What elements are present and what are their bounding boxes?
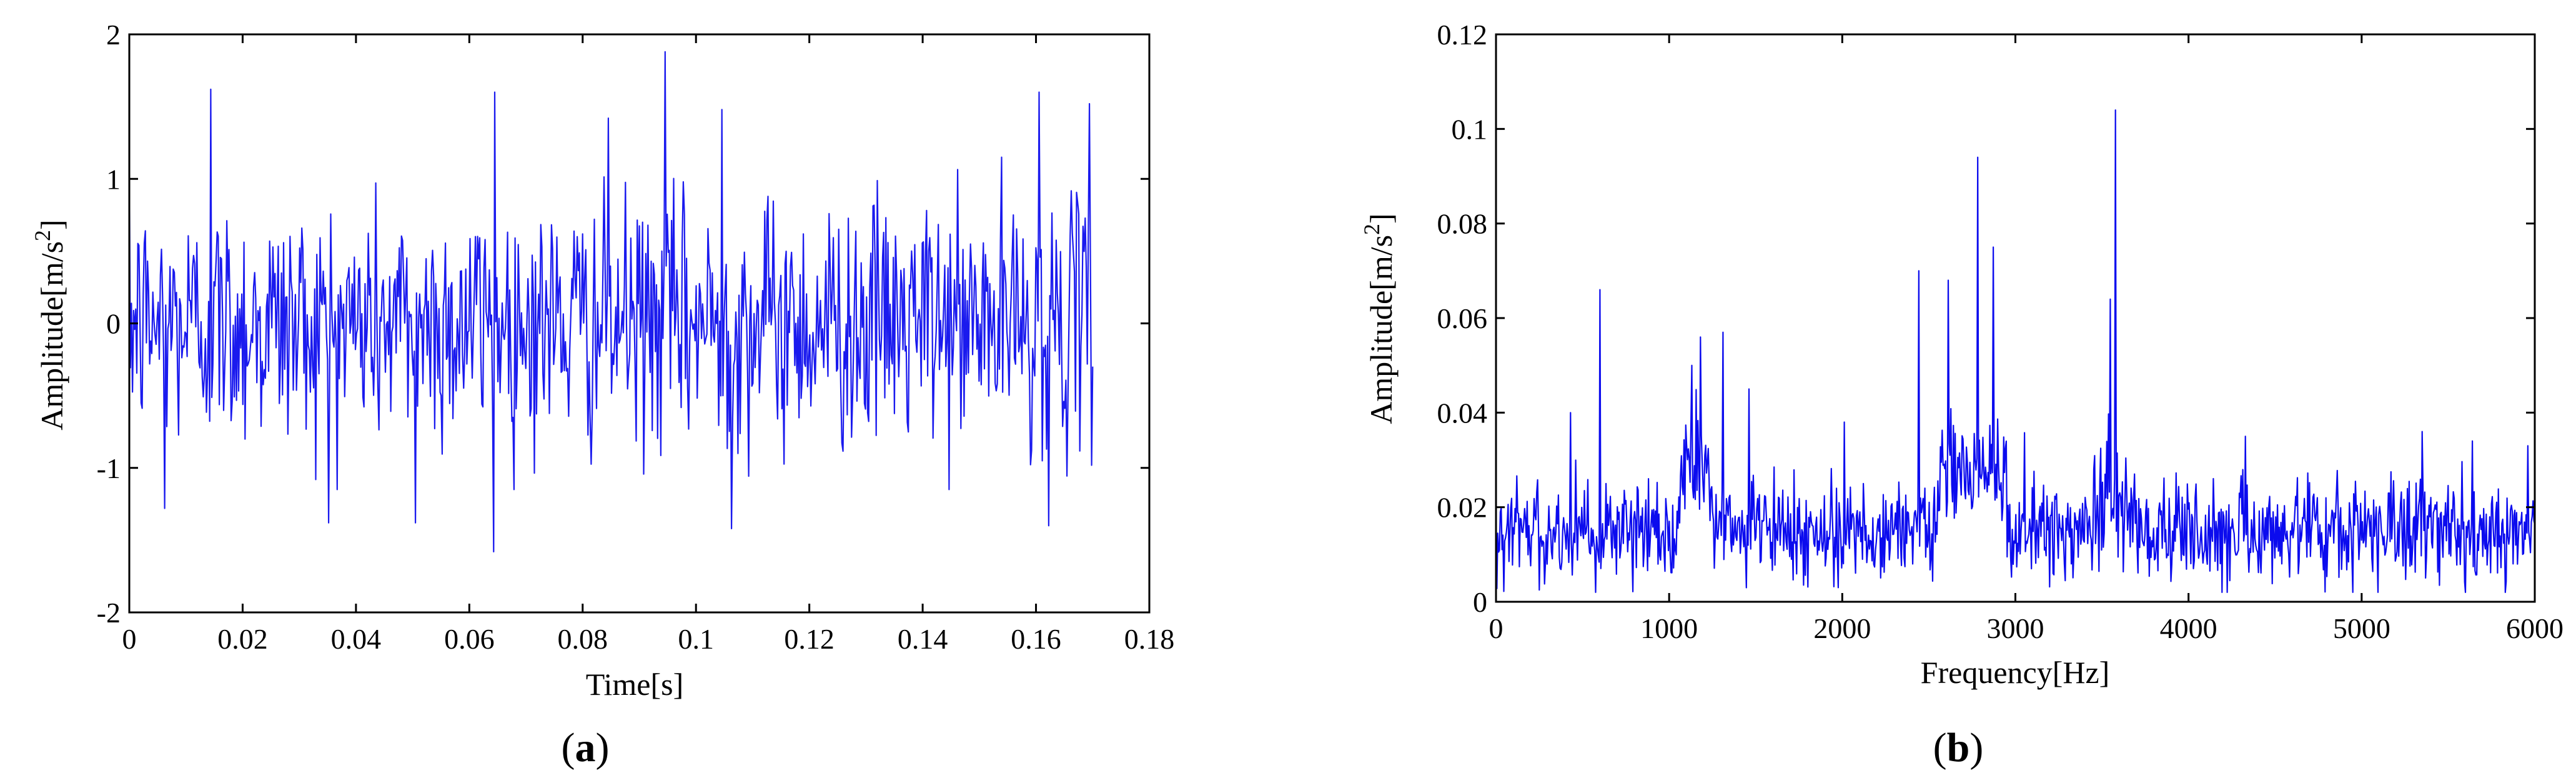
chart-a-xtick-label-5: 0.1 — [678, 623, 714, 655]
chart-a-xtick-label-4: 0.08 — [558, 623, 608, 655]
chart-b-xtick-label-6: 6000 — [2506, 612, 2564, 644]
chart-a-xtick-label-9: 0.18 — [1124, 623, 1175, 655]
panel-label-b: (b) — [1933, 725, 1984, 771]
chart-a-ylabel: Amplitude[m/s2] — [30, 219, 69, 430]
panel-label-a-letter: a — [575, 725, 596, 771]
chart-b-ylabel: Amplitude[m/s2] — [1359, 213, 1399, 424]
chart-b-ytick-label-3: 0.06 — [1437, 302, 1488, 334]
chart-b-ticks — [1495, 33, 2536, 603]
chart-b-xlabel: Frequency[Hz] — [1921, 655, 2110, 690]
chart-a-xtick-label-3: 0.06 — [444, 623, 495, 655]
chart-a-xlabel: Time[s] — [586, 667, 684, 702]
chart-b-y-tick-labels: 0 0.02 0.04 0.06 0.08 0.1 0.12 — [1437, 19, 1488, 618]
chart-a-ylabel-sup: 2 — [30, 230, 55, 241]
chart-b-xtick-label-1: 1000 — [1640, 612, 1698, 644]
chart-a-xtick-label-8: 0.16 — [1011, 623, 1061, 655]
chart-b-ytick-label-6: 0.12 — [1437, 19, 1488, 51]
chart-a-ylabel-main: Amplitude[m/s — [34, 241, 69, 431]
chart-a-ytick-label-4: 2 — [106, 19, 121, 51]
chart-a-ytick-label-3: 1 — [106, 163, 121, 195]
chart-b-xtick-label-2: 2000 — [1813, 612, 1871, 644]
chart-a-xtick-label-7: 0.14 — [898, 623, 948, 655]
chart-b-ylabel-sup: 2 — [1359, 224, 1384, 235]
chart-b-xtick-label-4: 4000 — [2160, 612, 2217, 644]
chart-a-xtick-label-2: 0.04 — [331, 623, 382, 655]
chart-a-x-tick-labels: 0 0.02 0.04 0.06 0.08 0.1 0.12 0.14 0.16 0.18 — [122, 623, 1175, 655]
chart-b-xtick-label-0: 0 — [1489, 612, 1503, 644]
chart-b-ytick-label-5: 0.1 — [1452, 113, 1488, 145]
chart-a: 0 0.02 0.04 0.06 0.08 0.1 0.12 0.14 0.16 0.18 -2-… — [30, 19, 1174, 771]
chart-a-ytick-label-2: 0 — [106, 308, 121, 340]
chart-b-series-0-line — [1495, 109, 2536, 593]
chart-b-signal-layer — [1495, 109, 2536, 593]
chart-a-xtick-label-6: 0.12 — [784, 623, 835, 655]
chart-b: 0 1000 2000 3000 4000 5000 6000 00.020.040.060… — [1359, 19, 2564, 771]
chart-b-ytick-label-1: 0.02 — [1437, 492, 1488, 524]
panel-label-a: (a) — [562, 725, 610, 771]
chart-a-ytick-label-1: -1 — [97, 452, 121, 484]
chart-b-ytick-label-0: 0 — [1473, 586, 1487, 618]
chart-b-x-tick-labels: 0 1000 2000 3000 4000 5000 6000 — [1489, 612, 2564, 644]
chart-b-ylabel-close: ] — [1364, 213, 1399, 224]
chart-b-xtick-label-5: 5000 — [2333, 612, 2390, 644]
panel-label-b-letter: b — [1947, 725, 1970, 771]
chart-b-ytick-label-4: 0.08 — [1437, 208, 1488, 240]
chart-a-xtick-label-1: 0.02 — [217, 623, 268, 655]
chart-a-series-0-line — [128, 51, 1094, 552]
chart-b-xtick-label-3: 3000 — [1987, 612, 2044, 644]
chart-a-signal-layer — [128, 51, 1094, 552]
chart-a-ylabel-close: ] — [34, 219, 69, 230]
chart-b-ylabel-main: Amplitude[m/s — [1364, 235, 1399, 424]
chart-b-ytick-label-2: 0.04 — [1437, 397, 1488, 429]
chart-a-xtick-label-0: 0 — [122, 623, 137, 655]
chart-a-ticks — [128, 33, 1151, 614]
chart-a-ytick-label-0: -2 — [97, 597, 121, 629]
chart-a-y-tick-labels: -2 -1 0 1 2 — [97, 19, 121, 629]
